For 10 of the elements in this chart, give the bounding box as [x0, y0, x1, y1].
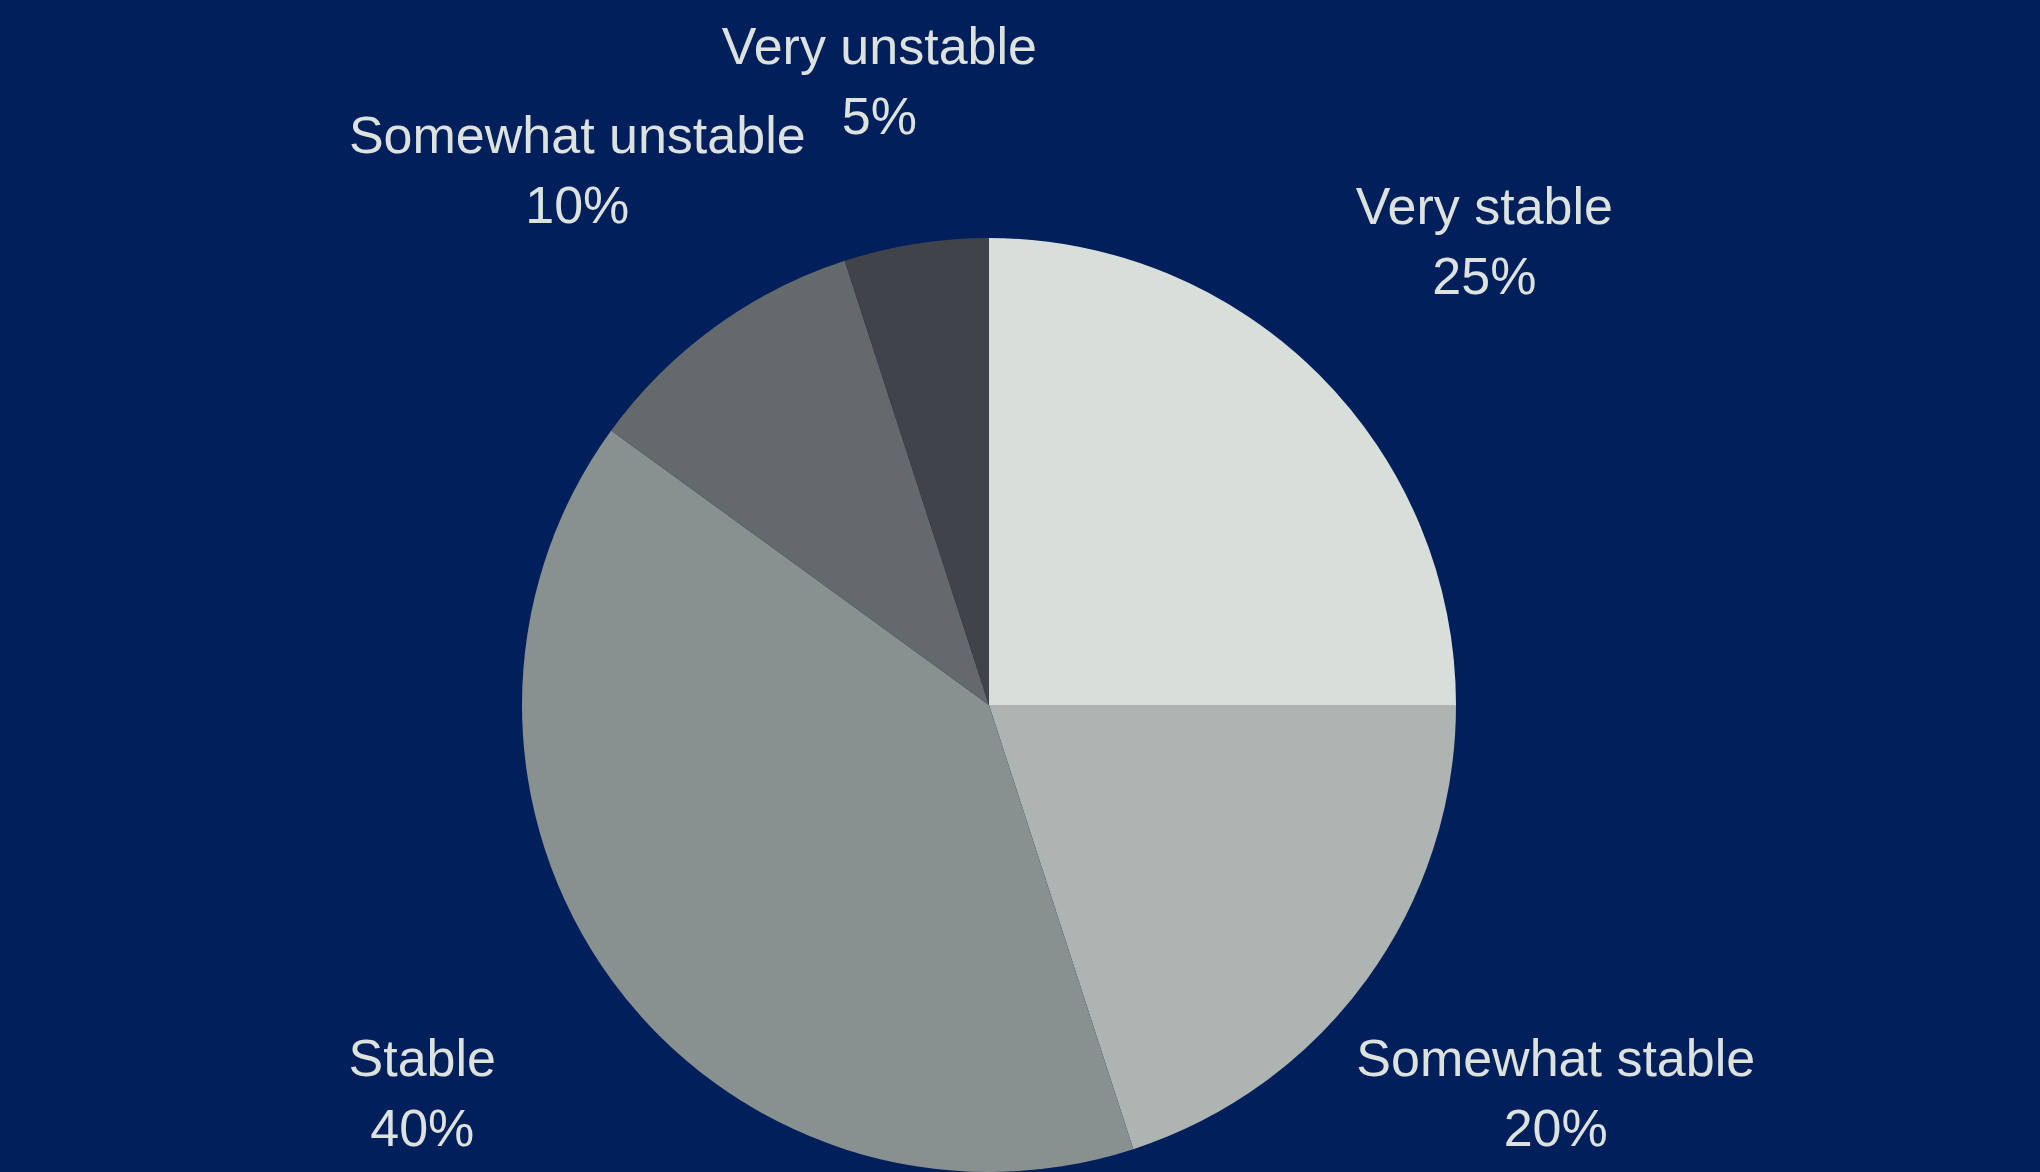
slice-label: Somewhat unstable — [348, 105, 806, 164]
slice-label: Somewhat stable — [1356, 1029, 1756, 1088]
data-label: 40% — [370, 1099, 475, 1158]
data-label: 10% — [525, 175, 630, 234]
data-label: 5% — [841, 87, 917, 146]
data-label: 25% — [1432, 247, 1537, 306]
slice-label: Very unstable — [721, 17, 1037, 76]
slice-label: Stable — [348, 1029, 497, 1088]
data-label: 20% — [1503, 1099, 1608, 1158]
slice-label: Very stable — [1355, 177, 1613, 236]
